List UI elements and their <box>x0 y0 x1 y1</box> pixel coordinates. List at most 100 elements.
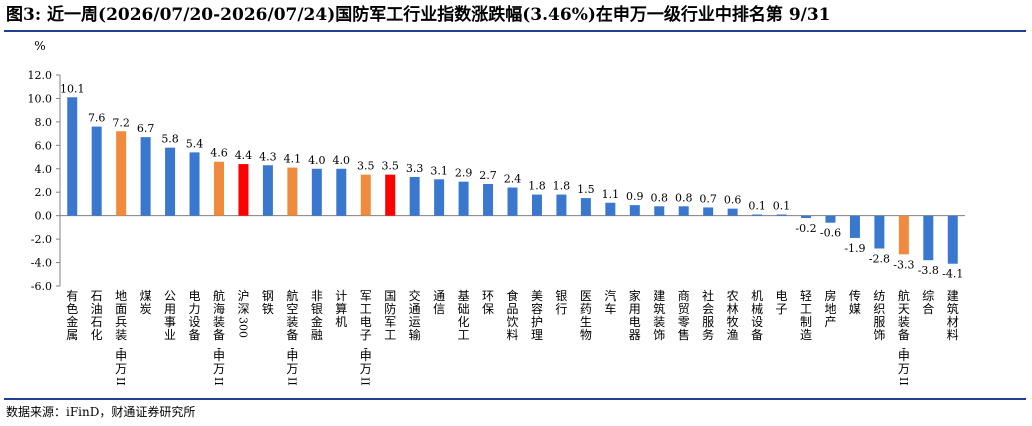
bar <box>849 215 860 238</box>
bar <box>605 202 616 216</box>
category-label: 钢铁 <box>262 289 274 316</box>
data-label: 3.5 <box>357 160 375 173</box>
category-label: 美容护理 <box>531 289 543 342</box>
source-note: 数据来源：iFinD，财通证券研究所 <box>6 405 196 419</box>
category-label-latin: II <box>212 377 225 386</box>
category-label: 农林牧渔 <box>727 289 739 342</box>
bar <box>923 215 934 261</box>
category-label: 石油石化 <box>91 289 103 342</box>
bar <box>727 208 738 216</box>
top-rule <box>4 30 1026 32</box>
data-label: 4.0 <box>308 154 326 167</box>
data-label: 0.7 <box>699 192 717 205</box>
data-label: -4.1 <box>942 268 963 281</box>
category-label: 计算机 <box>335 289 347 329</box>
y-tick-label: 8.0 <box>35 116 53 129</box>
bar <box>458 181 469 216</box>
data-label: 0.8 <box>675 191 693 204</box>
y-tick-label: 6.0 <box>35 139 53 152</box>
data-label: 4.3 <box>259 150 277 163</box>
bar <box>801 215 812 219</box>
category-label: 社会服务 <box>702 288 714 342</box>
data-label: 1.8 <box>528 180 546 193</box>
y-tick-label: 2.0 <box>35 186 53 199</box>
category-label: 公用事业 <box>164 289 176 342</box>
category-label: 沪深 <box>237 289 249 316</box>
category-label: 军工电子-申万 <box>360 289 372 376</box>
data-label: 3.5 <box>381 160 399 173</box>
bar <box>434 179 445 216</box>
data-label: 0.9 <box>626 190 644 203</box>
data-label: 1.8 <box>553 180 571 193</box>
bar <box>67 97 78 216</box>
data-label: 7.2 <box>112 116 130 129</box>
data-label: -3.3 <box>893 258 914 271</box>
category-label: 商贸零售 <box>678 288 690 342</box>
category-label: 非银金融 <box>311 289 323 342</box>
data-label: -2.8 <box>869 252 890 265</box>
category-label: 有色金属 <box>66 289 78 342</box>
category-label: 地面兵装-申万 <box>115 289 127 376</box>
category-label: 交通运输 <box>409 288 421 342</box>
y-tick-label: 0.0 <box>35 210 53 223</box>
category-label: 国防军工 <box>384 289 396 342</box>
bar <box>776 214 787 216</box>
data-label: 0.6 <box>724 194 742 207</box>
data-label: 5.4 <box>186 137 204 150</box>
bar <box>165 147 176 216</box>
y-tick-label: -4.0 <box>31 257 52 270</box>
category-label: 建筑材料 <box>947 289 959 342</box>
y-axis-unit: % <box>34 39 45 53</box>
data-label: 3.3 <box>406 162 424 175</box>
bottom-rule <box>4 398 1026 400</box>
category-label: 汽车 <box>604 288 616 316</box>
category-label-latin: 300 <box>236 317 249 338</box>
category-label: 轻工制造 <box>800 289 812 342</box>
bar <box>874 215 885 249</box>
data-label: 4.1 <box>284 153 302 166</box>
data-label: 2.4 <box>504 173 522 186</box>
y-tick-label: -6.0 <box>31 280 52 293</box>
data-label: 3.1 <box>430 164 448 177</box>
chart-title: 图3: 近一周(2026/07/20-2026/07/24)国防军工行业指数涨跌… <box>6 5 831 25</box>
bar <box>287 167 298 216</box>
category-label: 建筑装饰 <box>653 289 665 342</box>
data-label: 5.8 <box>161 133 179 146</box>
category-label: 房地产 <box>824 288 836 329</box>
bar <box>409 176 420 216</box>
category-label: 食品饮料 <box>506 288 518 342</box>
data-label: 4.4 <box>235 149 253 162</box>
data-label: 0.8 <box>651 191 669 204</box>
data-label: 1.1 <box>602 188 620 201</box>
bar <box>360 174 371 216</box>
y-tick-label: 4.0 <box>35 163 53 176</box>
data-label: 0.1 <box>748 199 766 212</box>
category-label: 航海装备-申万 <box>213 288 225 376</box>
category-label: 航天装备-申万 <box>898 288 910 376</box>
category-label: 医药生物 <box>580 289 592 342</box>
category-label-latin: II <box>897 377 910 386</box>
category-label: 综合 <box>922 289 934 316</box>
category-label: 电子 <box>776 289 788 316</box>
category-label: 航空装备-申万 <box>286 288 298 376</box>
y-tick-label: 12.0 <box>28 69 53 82</box>
bar <box>654 206 665 216</box>
category-label: 银行 <box>555 289 567 316</box>
bar <box>629 205 640 216</box>
category-label: 纺织服饰 <box>873 289 885 342</box>
bar <box>140 137 151 216</box>
category-label: 基础化工 <box>458 289 470 342</box>
data-label: -3.8 <box>918 264 939 277</box>
bar <box>825 215 836 223</box>
bar <box>311 168 322 216</box>
bar <box>262 165 273 216</box>
data-label: -1.9 <box>844 242 865 255</box>
bar <box>336 168 347 216</box>
bar <box>507 187 518 216</box>
category-label: 机械设备 <box>751 289 763 342</box>
bar <box>898 215 909 255</box>
data-label: -0.6 <box>820 227 841 240</box>
bar <box>483 184 494 216</box>
category-label-latin: II <box>114 377 127 386</box>
